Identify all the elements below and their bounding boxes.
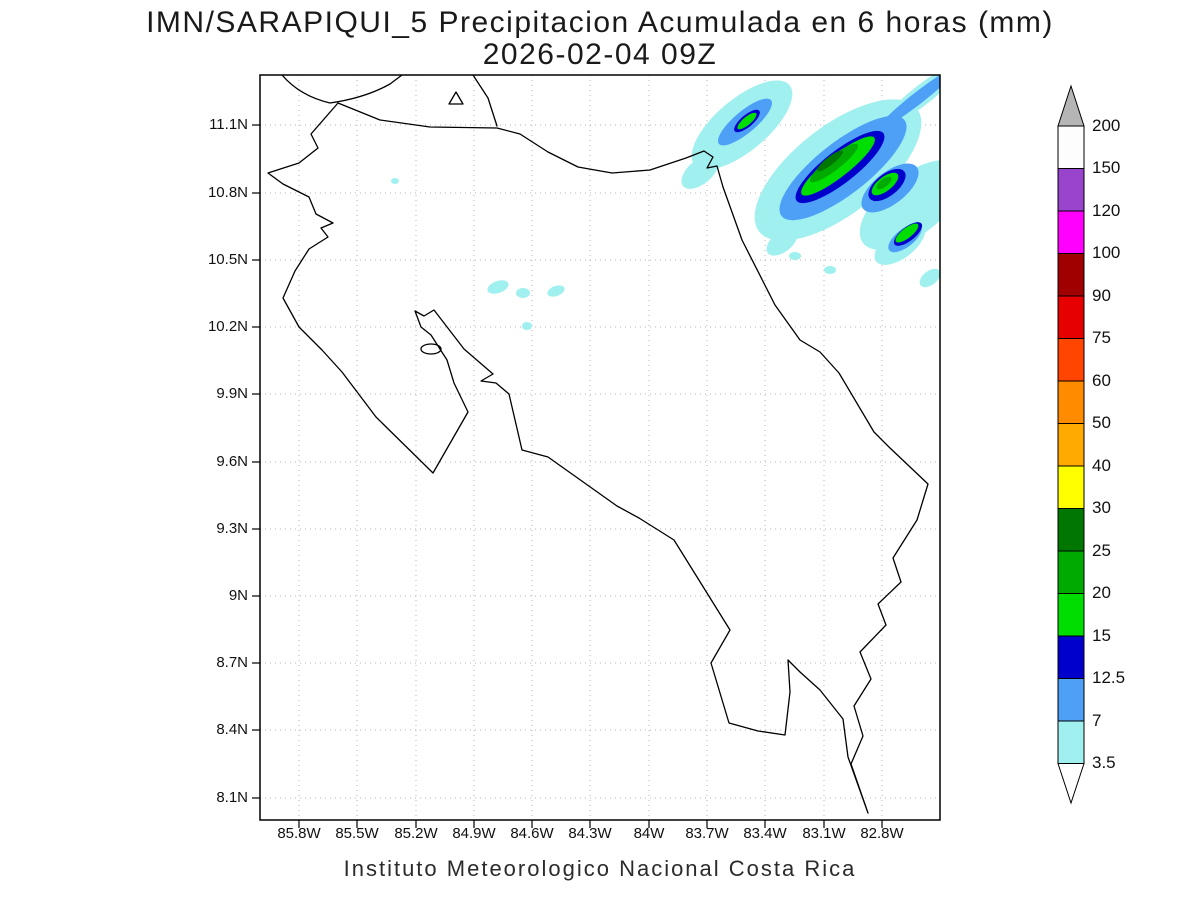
colorbar-tick-label: 15	[1092, 626, 1111, 645]
colorbar-tick-label: 50	[1092, 413, 1111, 432]
y-tick-label: 9N	[228, 587, 248, 604]
y-tick-label: 8.1N	[216, 789, 248, 806]
y-tick-label: 11.1N	[209, 116, 248, 133]
colorbar-tick-label: 200	[1092, 116, 1121, 135]
x-tick-label: 84.3W	[568, 825, 612, 842]
colorbar-tick-label: 20	[1092, 583, 1111, 602]
colorbar-segment	[1057, 125, 1085, 169]
colorbar-segment	[1057, 508, 1085, 552]
y-tick-label: 8.4N	[216, 721, 248, 738]
colorbar-segment	[1057, 210, 1085, 254]
colorbar-segment	[1057, 168, 1085, 212]
colorbar-tick-label: 25	[1092, 541, 1111, 560]
institution-caption: Instituto Meteorologico Nacional Costa R…	[343, 856, 857, 881]
y-tick-label: 8.7N	[216, 654, 248, 671]
x-tick-label: 84.9W	[452, 825, 496, 842]
colorbar-segment	[1057, 550, 1085, 594]
colorbar-above-max-triangle	[1057, 84, 1085, 127]
x-tick-label: 85.8W	[277, 825, 321, 842]
colorbar-tick-label: 30	[1092, 498, 1111, 517]
map-title: IMN/SARAPIQUI_5 Precipitacion Acumulada …	[146, 6, 1054, 39]
colorbar-below-min-triangle	[1057, 763, 1085, 805]
colorbar-tick-label: 150	[1092, 158, 1121, 177]
x-tick-label: 84W	[633, 825, 665, 842]
colorbar-tick-label: 75	[1092, 328, 1111, 347]
colorbar-segment	[1057, 295, 1085, 339]
y-tick-label: 9.6N	[216, 453, 248, 470]
axis-tick-marks	[252, 124, 883, 828]
y-tick-label: 10.8N	[207, 184, 248, 201]
colorbar-tick-label: 60	[1092, 371, 1111, 390]
x-tick-label: 85.5W	[335, 825, 379, 842]
y-tick-label: 10.2N	[207, 318, 248, 335]
colorbar-tick-label: 3.5	[1092, 753, 1116, 772]
y-tick-label: 9.3N	[216, 520, 248, 537]
map-frame	[259, 74, 941, 821]
colorbar-segment	[1057, 678, 1085, 722]
x-tick-label: 83.1W	[802, 825, 846, 842]
graticule-grid	[260, 75, 940, 820]
colorbar-segment	[1057, 423, 1085, 467]
colorbar-tick-label: 12.5	[1092, 668, 1126, 687]
colorbar-segment	[1057, 593, 1085, 637]
precipitation-field	[391, 75, 940, 330]
precip-layer-20mm	[809, 143, 892, 190]
colorbar-segment	[1057, 380, 1085, 424]
x-tick-label: 84.6W	[510, 825, 554, 842]
colorbar-tick-label: 90	[1092, 286, 1111, 305]
precip-layer-25mm	[817, 150, 843, 172]
colorbar-tick-label: 100	[1092, 243, 1121, 262]
y-tick-label: 9.9N	[216, 385, 248, 402]
colorbar	[1057, 84, 1085, 805]
colorbar-segment	[1057, 338, 1085, 382]
x-tick-label: 85.2W	[394, 825, 438, 842]
isla-chira-outline	[420, 343, 442, 355]
x-tick-label: 83.7W	[685, 825, 729, 842]
colorbar-segment	[1057, 720, 1085, 764]
colorbar-tick-label: 120	[1092, 201, 1121, 220]
colorbar-tick-label: 40	[1092, 456, 1111, 475]
colorbar-segment	[1057, 635, 1085, 679]
colorbar-segment	[1057, 465, 1085, 509]
x-tick-label: 83.4W	[743, 825, 787, 842]
map-subtitle-datetime: 2026-02-04 09Z	[482, 38, 718, 71]
x-tick-label: 82.8W	[860, 825, 904, 842]
lake-island-outline	[448, 91, 464, 105]
costa-rica-coastline	[267, 102, 929, 814]
colorbar-tick-label: 7	[1092, 711, 1102, 730]
colorbar-segment	[1057, 253, 1085, 297]
map-canvas	[252, 74, 941, 828]
y-tick-label: 10.5N	[207, 251, 248, 268]
lake-nicaragua-shoreline	[281, 75, 498, 127]
